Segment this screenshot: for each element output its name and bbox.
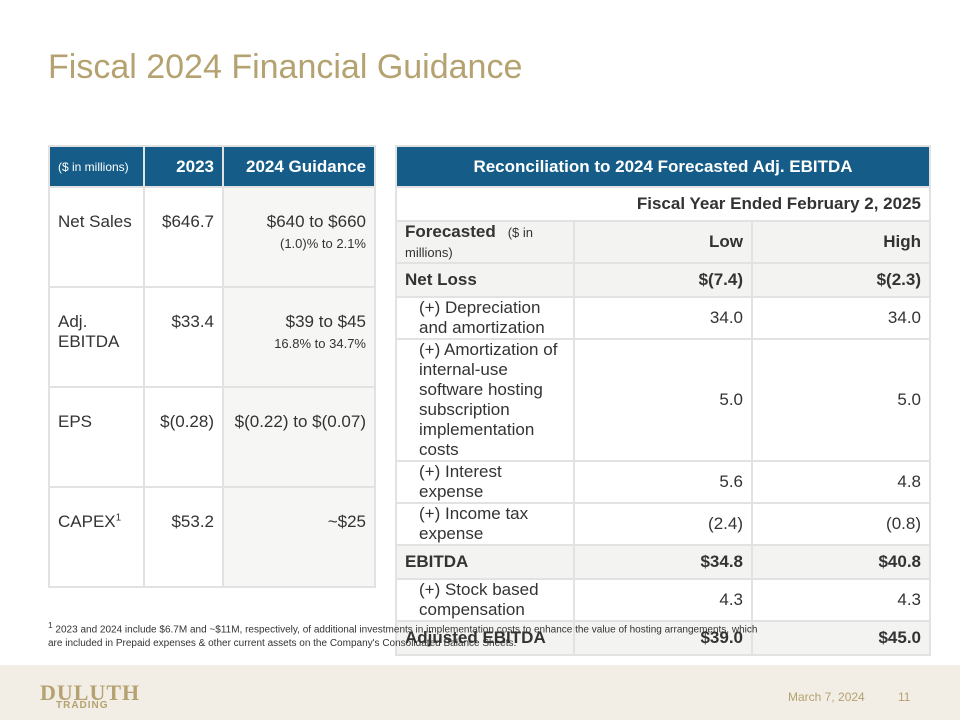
high-header: High <box>751 220 931 264</box>
guidance: $(0.22) to $(0.07) <box>234 412 366 431</box>
row: Net Sales $646.7 $640 to $660 (1.0)% to 2.1… <box>48 186 376 288</box>
low-value: 34.0 <box>573 296 753 340</box>
row: (+) Stock based compensation 4.3 4.3 <box>395 578 931 622</box>
column-header-row: Forecasted ($ in millions) Low High <box>395 220 931 264</box>
row-label: (+) Stock based compensation <box>395 578 575 622</box>
forecasted: Forecasted <box>405 222 496 241</box>
row: (+) Depreciation and amortization 34.0 34.… <box>395 296 931 340</box>
guidance-sub: (1.0)% to 2.1% <box>280 236 366 251</box>
guidance-sub: 16.8% to 34.7% <box>274 336 366 351</box>
row-label: Adj. EBITDA <box>48 286 145 388</box>
row: CAPEX1 $53.2 ~$25 <box>48 486 376 588</box>
row: Net Loss $(7.4) $(2.3) <box>395 262 931 298</box>
logo: DULUTH <box>40 680 141 705</box>
label-text: Adj. EBITDA <box>58 312 120 351</box>
row-label: Adjusted EBITDA <box>395 620 575 656</box>
row-label: EPS <box>48 386 145 488</box>
low-value: 4.3 <box>573 578 753 622</box>
high-value: $45.0 <box>751 620 931 656</box>
label-sup: 1 <box>115 512 122 524</box>
label-text: EPS <box>58 412 93 431</box>
footnote-text: 2023 and 2024 include $6.7M and ~$11M, r… <box>48 624 758 650</box>
header-cell: ($ in millions) <box>48 145 145 188</box>
high-value: 4.3 <box>751 578 931 622</box>
low-value: 5.6 <box>573 460 753 504</box>
low-value: (2.4) <box>573 502 753 546</box>
footnote-marker: 1 <box>48 620 53 630</box>
period: Fiscal Year Ended February 2, 2025 <box>395 186 931 222</box>
row: (+) Interest expense 5.6 4.8 <box>395 460 931 504</box>
label-text: CAPEX <box>58 512 116 531</box>
guidance-cell: $640 to $660 (1.0)% to 2.1% <box>222 186 376 288</box>
high-value: 5.0 <box>751 338 931 462</box>
header-row: ($ in millions) 2023 2024 Guidance <box>48 145 376 188</box>
forecasted-cell: Forecasted ($ in millions) <box>395 220 575 264</box>
row-label: (+) Income tax expense <box>395 502 575 546</box>
row-label: CAPEX1 <box>48 486 145 588</box>
low-value: 5.0 <box>573 338 753 462</box>
value-2023: $(0.28) <box>143 386 224 488</box>
logo-sub: TRADING <box>56 700 109 711</box>
row-label: Net Loss <box>395 262 575 298</box>
high-value: 4.8 <box>751 460 931 504</box>
footer-band <box>0 665 960 720</box>
low-value: $34.8 <box>573 544 753 580</box>
value-2023: $33.4 <box>143 286 224 388</box>
page-number: 11 <box>898 690 911 704</box>
high-value: $(2.3) <box>751 262 931 298</box>
footnote: 1 2023 and 2024 include $6.7M and ~$11M,… <box>48 618 768 651</box>
guidance: ~$25 <box>327 512 366 531</box>
guidance-cell: $(0.22) to $(0.07) <box>222 386 376 488</box>
low-value: $39.0 <box>573 620 753 656</box>
high-value: (0.8) <box>751 502 931 546</box>
table-title: Reconciliation to 2024 Forecasted Adj. E… <box>395 145 931 188</box>
high-value: 34.0 <box>751 296 931 340</box>
label-text: Net Sales <box>58 212 132 231</box>
row-label: EBITDA <box>395 544 575 580</box>
row-label: Net Sales <box>48 186 145 288</box>
guidance-cell: $39 to $45 16.8% to 34.7% <box>222 286 376 388</box>
row: (+) Amortization of internal-use softwar… <box>395 338 931 462</box>
row-label: (+) Interest expense <box>395 460 575 504</box>
unit: ($ in millions) <box>405 225 533 260</box>
guidance: $39 to $45 <box>285 312 366 331</box>
guidance-cell: ~$25 <box>222 486 376 588</box>
header-cell: 2024 Guidance <box>222 145 376 188</box>
reconciliation-table: Reconciliation to 2024 Forecasted Adj. E… <box>395 145 931 656</box>
row-label: (+) Depreciation and amortization <box>395 296 575 340</box>
row-label: (+) Amortization of internal-use softwar… <box>395 338 575 462</box>
low-value: $(7.4) <box>573 262 753 298</box>
slide-title: Fiscal 2024 Financial Guidance <box>48 48 523 86</box>
date: March 7, 2024 <box>788 690 865 704</box>
value-2023: $53.2 <box>143 486 224 588</box>
row: Adjusted EBITDA $39.0 $45.0 <box>395 620 931 656</box>
row: EPS $(0.28) $(0.22) to $(0.07) <box>48 386 376 488</box>
guidance: $640 to $660 <box>266 212 366 231</box>
row: EBITDA $34.8 $40.8 <box>395 544 931 580</box>
header-row: Reconciliation to 2024 Forecasted Adj. E… <box>395 145 931 188</box>
high-value: $40.8 <box>751 544 931 580</box>
header-cell: 2023 <box>143 145 224 188</box>
guidance-table: ($ in millions) 2023 2024 Guidance Net Sale… <box>48 145 376 588</box>
period-row: Fiscal Year Ended February 2, 2025 <box>395 186 931 222</box>
value-2023: $646.7 <box>143 186 224 288</box>
row: (+) Income tax expense (2.4) (0.8) <box>395 502 931 546</box>
low-header: Low <box>573 220 753 264</box>
row: Adj. EBITDA $33.4 $39 to $45 16.8% to 34.7% <box>48 286 376 388</box>
